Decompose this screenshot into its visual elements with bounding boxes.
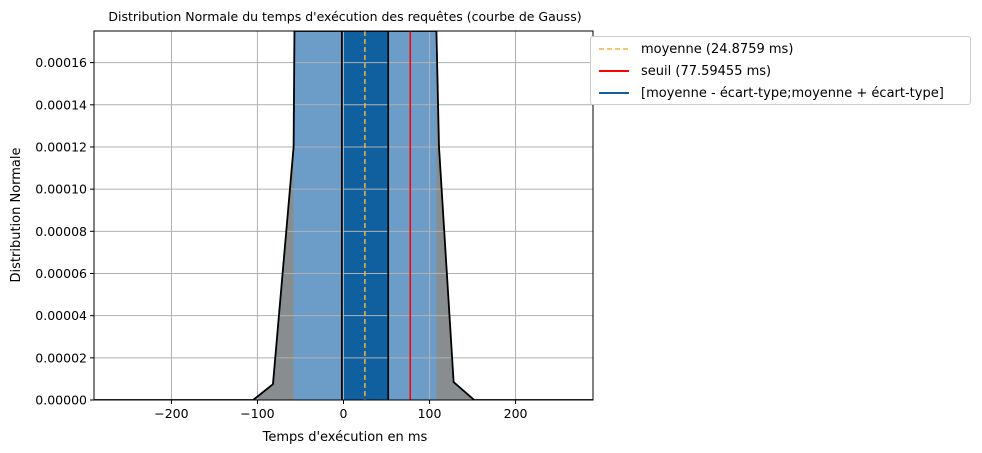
- gaussian-curve: [94, 31, 593, 400]
- x-tick-label-0: −200: [154, 406, 188, 421]
- legend-item-std-interval: [moyenne - écart-type;moyenne + écart-ty…: [599, 85, 944, 101]
- legend-swatch-mean: [599, 48, 629, 50]
- legend-swatch-threshold: [599, 70, 629, 72]
- legend-item-mean: moyenne (24.8759 ms): [599, 41, 793, 57]
- y-tick-label-2: 0.00004: [35, 308, 87, 323]
- y-tick-label-0: 0.00000: [35, 393, 87, 408]
- y-tick-label-3: 0.00006: [35, 266, 87, 281]
- y-tick-label-6: 0.00012: [35, 139, 87, 154]
- legend: moyenne (24.8759 ms) seuil (77.59455 ms)…: [590, 36, 971, 105]
- y-tick-label-8: 0.00016: [35, 55, 87, 70]
- x-tick-label-4: 200: [504, 406, 528, 421]
- y-tick-label-4: 0.00008: [35, 224, 87, 239]
- x-tick-label-2: 0: [340, 406, 348, 421]
- x-axis-label: Temps d'exécution en ms: [262, 430, 428, 445]
- x-tick-label-3: 100: [418, 406, 442, 421]
- legend-item-threshold: seuil (77.59455 ms): [599, 63, 771, 79]
- legend-label-std-interval: [moyenne - écart-type;moyenne + écart-ty…: [641, 85, 944, 101]
- legend-swatch-std-interval: [599, 92, 629, 94]
- y-tick-label-1: 0.00002: [35, 350, 87, 365]
- y-axis-label: Distribution Normale: [9, 147, 24, 282]
- chart-title: Distribution Normale du temps d'exécutio…: [108, 9, 581, 24]
- plot-content: [94, 31, 593, 400]
- y-tick-label-7: 0.00014: [35, 97, 87, 112]
- x-tick-label-1: −100: [240, 406, 274, 421]
- legend-label-threshold: seuil (77.59455 ms): [641, 63, 772, 79]
- legend-label-mean: moyenne (24.8759 ms): [641, 41, 794, 57]
- y-tick-label-5: 0.00010: [35, 182, 87, 197]
